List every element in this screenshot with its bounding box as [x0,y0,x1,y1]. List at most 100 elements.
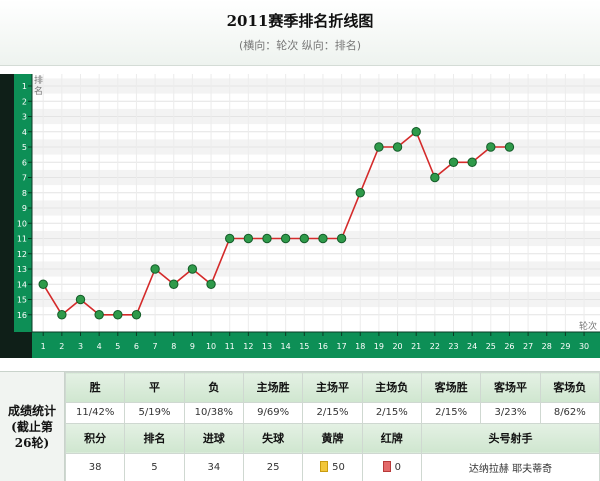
y-axis-bar [14,74,32,332]
x-tick-label: 1 [41,342,46,351]
yellow-card-count: 50 [332,462,345,474]
x-tick-label: 23 [448,342,458,351]
y-tick-label: 12 [17,250,27,259]
x-tick-label: 3 [78,342,83,351]
x-tick-label: 12 [243,342,253,351]
header-home-wins: 主场胜 [242,372,304,403]
y-tick-label: 9 [22,204,27,213]
x-tick-label: 14 [281,342,291,351]
data-point [206,279,216,289]
value-wins: 11/42% [64,401,126,424]
data-point [299,233,309,244]
data-point [243,233,254,244]
chart-subtitle: (横向：轮次 纵向：排名) [238,39,362,52]
data-point [225,233,235,244]
data-point [280,233,291,244]
x-tick-label: 7 [153,342,158,351]
y-tick-label: 1 [22,82,27,91]
stats-row-values-2: 38 5 34 25 50 0 达纳拉赫 耶夫蒂奇 [64,452,600,481]
data-point [486,142,496,152]
value-top-scorer: 达纳拉赫 耶夫蒂奇 [420,452,600,481]
value-home-draws: 2/15% [302,401,363,424]
data-point [430,172,440,183]
header-points: 积分 [64,422,126,454]
y-tick-label: 8 [22,189,27,198]
header-draws: 平 [124,372,185,403]
y-tick-label: 10 [17,219,27,228]
chart-header: 2011赛季排名折线图 (横向：轮次 纵向：排名) [0,0,600,66]
x-tick-label: 13 [262,342,272,351]
x-tick-label: 11 [225,342,235,351]
data-point [411,127,421,137]
x-tick-label: 5 [115,342,120,351]
y-tick-label: 2 [22,97,27,106]
x-tick-label: 25 [486,342,496,351]
value-goals-against: 25 [242,452,304,481]
data-point [150,264,160,274]
header-home-losses: 主场负 [361,372,422,403]
data-point [392,142,403,152]
data-point [262,233,272,244]
x-tick-label: 2 [59,342,64,351]
x-tick-label: 20 [392,342,402,351]
data-point [94,310,104,320]
header-top-scorer: 头号射手 [420,422,600,454]
y-tick-label: 4 [22,128,27,137]
left-edge-bar [0,74,14,358]
y-tick-label: 5 [22,143,27,152]
x-tick-label: 29 [560,342,570,351]
value-losses: 10/38% [183,401,244,424]
value-red-cards: 0 [361,452,422,481]
x-tick-label: 19 [374,342,384,351]
value-yellow-cards: 50 [302,452,363,481]
x-tick-label: 17 [337,342,347,351]
x-tick-label: 6 [134,342,139,351]
header-rank: 排名 [124,422,185,454]
data-point [336,233,347,244]
stats-row-headers-2: 积分 排名 进球 失球 黄牌 红牌 头号射手 [64,422,600,454]
value-draws: 5/19% [124,401,185,424]
red-card-count: 0 [394,462,401,474]
stats-row-values-1: 11/42% 5/19% 10/38% 9/69% 2/15% 2/15% 2/… [64,401,600,424]
y-tick-label: 11 [17,235,27,244]
header-home-draws: 主场平 [302,372,363,403]
x-tick-label: 21 [411,342,421,351]
stats-panel: 成绩统计(截止第26轮) 胜 平 负 主场胜 主场平 主场负 客场胜 客场平 客… [0,371,600,481]
x-tick-label: 16 [318,342,328,351]
header-away-wins: 客场胜 [420,372,482,403]
data-point [504,142,515,152]
x-tick-label: 24 [467,342,477,351]
x-tick-label: 18 [355,342,365,351]
header-away-losses: 客场负 [539,372,600,403]
data-point [187,264,198,274]
y-axis-label: 名 [34,85,43,97]
stats-table: 胜 平 负 主场胜 主场平 主场负 客场胜 客场平 客场负 11/42% 5/1… [64,372,600,481]
y-tick-label: 13 [17,265,27,274]
value-home-wins: 9/69% [242,401,304,424]
x-tick-label: 27 [523,342,533,351]
yellow-card-icon [320,461,329,473]
x-tick-label: 9 [190,342,195,351]
value-away-losses: 8/62% [539,401,600,424]
header-goals-against: 失球 [242,422,304,454]
x-tick-label: 28 [542,342,552,351]
x-tick-label: 8 [171,342,176,351]
x-axis-label: 轮次 [579,320,597,332]
data-point [38,279,48,289]
data-point [57,310,67,320]
value-goals-for: 34 [183,452,244,481]
chart-title: 2011赛季排名折线图 [226,12,374,30]
value-points: 38 [64,452,126,481]
y-tick-label: 16 [17,311,27,320]
x-axis-bar [32,332,600,358]
value-away-wins: 2/15% [420,401,482,424]
data-point [374,142,384,152]
x-tick-label: 10 [206,342,216,351]
data-point [169,279,179,289]
y-tick-label: 15 [17,296,27,305]
y-tick-label: 6 [22,158,27,167]
header-red-cards: 红牌 [361,422,422,454]
header-away-draws: 客场平 [480,372,541,403]
stats-label: 成绩统计(截止第26轮) [0,372,65,481]
y-tick-label: 3 [22,113,27,122]
